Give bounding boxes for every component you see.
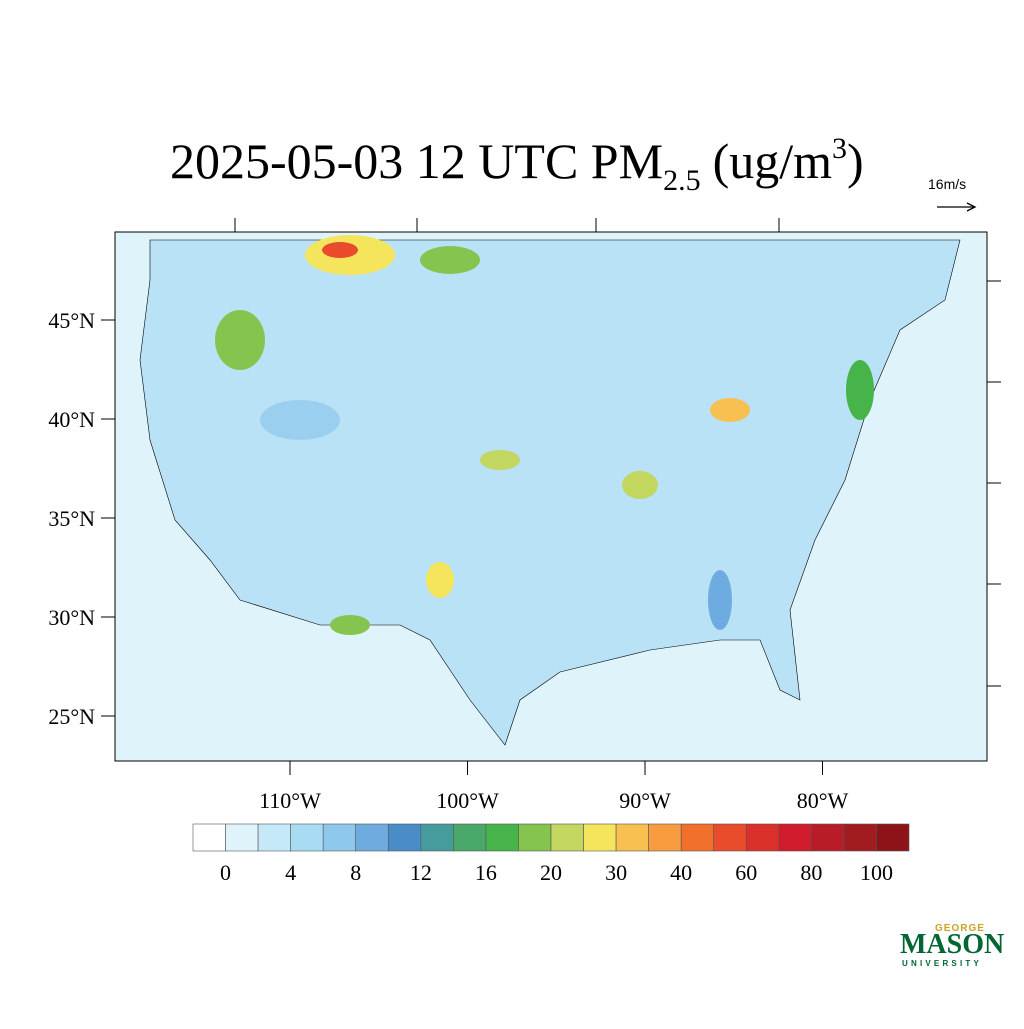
logo-top: GEORGE [935, 923, 985, 934]
title-unit: (ug/m [713, 133, 833, 189]
logo-bottom: UNIVERSITY [902, 959, 982, 968]
colorbar-box [843, 823, 877, 852]
colorbar-label: 4 [285, 860, 296, 885]
lon-label: 110°W [259, 788, 321, 813]
colorbar-box [355, 823, 389, 852]
title-main: 2025-05-03 12 UTC PM [170, 133, 663, 189]
title-close: ) [847, 133, 864, 189]
logo: GEORGE MASON UNIVERSITY [900, 923, 1004, 968]
colorbar-box [583, 823, 617, 852]
colorbar-label: 100 [860, 860, 893, 885]
colorbar-box [648, 823, 682, 852]
wind-scale-label: 16m/s [928, 176, 966, 192]
colorbar-label: 20 [540, 860, 562, 885]
colorbar-box [518, 823, 552, 852]
colorbar-box [680, 823, 715, 852]
colorbar-box [257, 823, 291, 852]
colorbar-box [713, 823, 747, 852]
title-sup: 3 [832, 132, 847, 165]
colorbar-box [225, 823, 259, 852]
wind-scale-arrow [937, 202, 977, 212]
colorbar-box [745, 823, 780, 852]
lat-label: 30°N [48, 605, 95, 630]
colorbar-box [550, 823, 584, 852]
colorbar-label: 12 [410, 860, 432, 885]
colorbar-box [876, 823, 910, 852]
colorbar-label: 30 [605, 860, 627, 885]
colorbar-box [615, 823, 649, 852]
colorbar-label: 16 [475, 860, 497, 885]
map-frame [114, 231, 988, 762]
colorbar-label: 60 [735, 860, 757, 885]
title-sub: 2.5 [663, 164, 701, 197]
colorbar-box [387, 823, 422, 852]
frame-ticks [234, 218, 1001, 687]
lat-label: 45°N [48, 308, 95, 333]
lat-label: 25°N [48, 704, 95, 729]
logo-name: MASON [900, 929, 1004, 960]
colorbar-box [811, 823, 845, 852]
lon-label: 80°W [797, 788, 849, 813]
colorbar-label: 40 [670, 860, 692, 885]
colorbar-box [453, 823, 487, 852]
colorbar-box [322, 823, 357, 852]
title: 2025-05-03 12 UTC PM2.5 (ug/m3) [170, 132, 864, 197]
colorbar-box [420, 823, 454, 852]
colorbar-label: 8 [350, 860, 361, 885]
lon-label: 100°W [436, 788, 499, 813]
map-field [115, 232, 987, 761]
colorbar-box [192, 823, 226, 852]
colorbar-label: 80 [800, 860, 822, 885]
colorbar-box [290, 823, 324, 852]
colorbar-box [485, 823, 519, 852]
lon-label: 90°W [619, 788, 671, 813]
colorbar-label: 0 [220, 860, 231, 885]
lat-label: 35°N [48, 506, 95, 531]
colorbar-box [778, 823, 812, 852]
lat-label: 40°N [48, 407, 95, 432]
